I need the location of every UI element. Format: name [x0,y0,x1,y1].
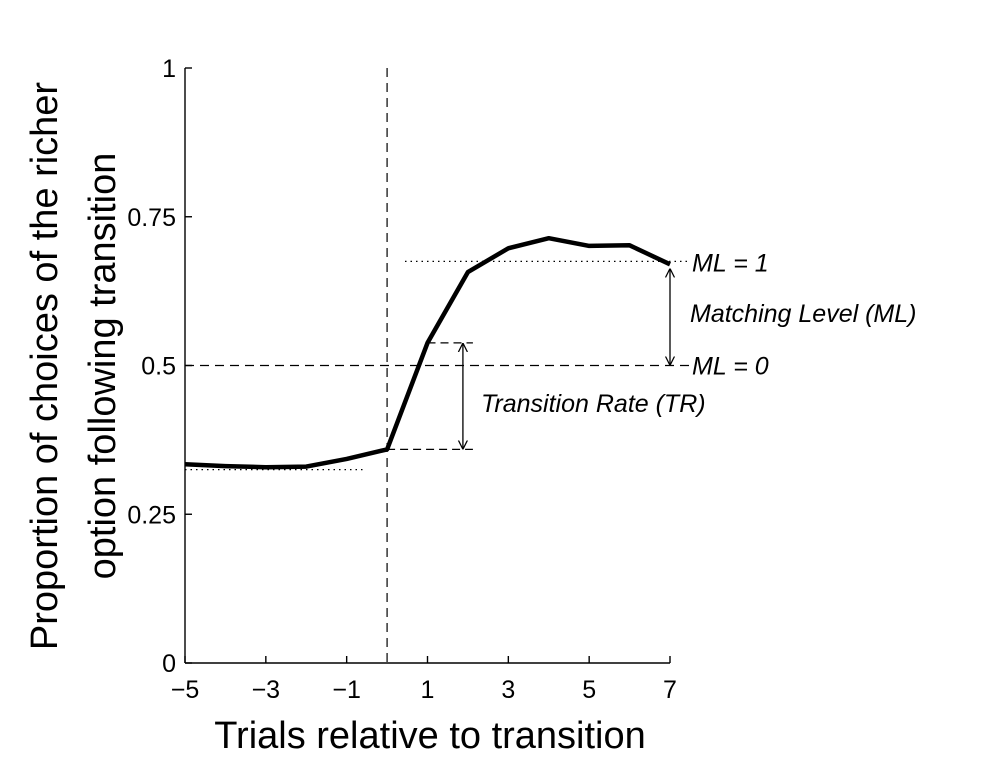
axes: 0 0.25 0.5 0.75 1 −5 −3 −1 1 3 5 7 [127,55,677,704]
reference-lines [185,68,690,663]
x-tick-label: −3 [252,676,281,704]
ml1-label: ML = 1 [692,249,769,277]
y-tick-label: 0.5 [141,353,176,381]
y-tick-label: 0.25 [127,501,176,529]
matching-level-label: Matching Level (ML) [690,300,916,328]
transition-rate-label: Transition Rate (TR) [481,390,706,418]
y-axis-title: Proportion of choices of the richer opti… [24,82,124,651]
x-tick-label: −1 [332,676,361,704]
x-tick-label: 5 [582,676,596,704]
y-axis-title-line-2: option following transition [82,153,124,580]
x-tick-label: 7 [663,676,677,704]
y-tick-label: 0 [162,650,176,678]
series-layer [184,235,671,470]
x-tick-label: 3 [501,676,515,704]
y-axis-title-line-1: Proportion of choices of the richer [24,82,66,651]
x-axis-title: Trials relative to transition [214,715,646,757]
annotations: ML = 1 Matching Level (ML) ML = 0 Transitio… [463,249,916,448]
series-line [184,235,671,470]
y-tick-label: 0.75 [127,204,176,232]
x-tick-label: 1 [421,676,435,704]
y-tick-label: 1 [162,55,176,83]
x-tick-label: −5 [171,676,200,704]
ml0-label: ML = 0 [692,353,769,381]
